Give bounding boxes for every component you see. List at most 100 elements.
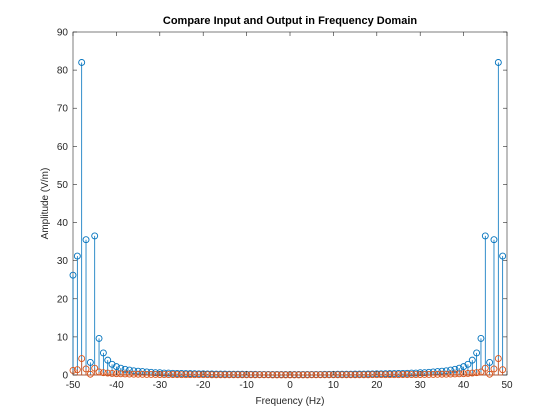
- stem-marker: [221, 371, 229, 379]
- stem-marker: [104, 356, 112, 364]
- stem-marker: [421, 371, 428, 378]
- stem-marker: [173, 371, 181, 379]
- stem-marker: [234, 371, 242, 379]
- stem-marker: [486, 358, 494, 366]
- stem-marker: [282, 371, 290, 379]
- stem-marker: [455, 370, 463, 378]
- x-tick-label: -30: [153, 380, 168, 391]
- stem-marker: [138, 370, 146, 378]
- stem-marker: [312, 371, 320, 379]
- stem-marker: [204, 371, 211, 379]
- stem-marker: [451, 365, 459, 373]
- stem-marker: [186, 371, 194, 379]
- stem-marker: [130, 370, 138, 378]
- y-tick-label: 10: [57, 332, 69, 343]
- stem-marker: [238, 371, 246, 379]
- stem-marker: [442, 367, 450, 375]
- stem-marker: [273, 371, 281, 379]
- stem-marker: [95, 368, 103, 376]
- stem-marker: [69, 271, 77, 279]
- stem-marker: [477, 334, 485, 342]
- stem-marker: [143, 370, 151, 378]
- y-tick-label: 50: [57, 180, 69, 191]
- x-tick-label: 30: [415, 380, 427, 391]
- stem-marker: [99, 349, 107, 357]
- stem-marker: [447, 366, 455, 374]
- y-tick-label: 30: [57, 256, 69, 267]
- stem-marker: [121, 370, 129, 378]
- stem-marker: [364, 371, 372, 379]
- stem-marker: [212, 371, 220, 379]
- stem-marker: [464, 360, 472, 368]
- stem-marker: [355, 371, 363, 379]
- stem-marker: [403, 371, 411, 379]
- stem-marker: [217, 371, 225, 379]
- x-tick-label: 10: [328, 380, 340, 391]
- series-output: [69, 355, 507, 379]
- stem-marker: [390, 371, 398, 379]
- stem-marker: [464, 370, 472, 377]
- stem-marker: [256, 371, 264, 379]
- stem-marker: [247, 371, 255, 379]
- stem-marker: [82, 365, 90, 373]
- stem-marker: [342, 371, 350, 379]
- y-tick-label: 90: [57, 28, 69, 39]
- stem-marker: [321, 371, 329, 379]
- stem-marker: [325, 371, 333, 379]
- x-tick-label: 50: [501, 380, 513, 391]
- y-tick-label: 80: [57, 66, 69, 77]
- stem-marker: [269, 371, 277, 379]
- stem-marker: [429, 370, 437, 378]
- stem-marker: [360, 371, 368, 379]
- chart-title: Compare Input and Output in Frequency Do…: [163, 15, 418, 27]
- stem-marker: [95, 334, 103, 342]
- stem-marker: [338, 371, 346, 379]
- series-layer: [69, 59, 507, 379]
- stem-marker: [191, 371, 198, 379]
- stem-marker: [425, 370, 433, 378]
- stem-marker: [230, 371, 238, 379]
- stem-marker: [125, 366, 133, 374]
- ticks-layer: -50 -40 -30 -20 -10 0 10 20 30 40 50 0 10 20 30 40 50 60 7…: [57, 28, 513, 392]
- stem-marker: [195, 371, 203, 379]
- stem-marker: [447, 370, 455, 378]
- stem-marker: [82, 236, 90, 244]
- stem-marker: [395, 371, 402, 379]
- stem-marker: [112, 363, 120, 371]
- stem-marker: [299, 371, 307, 379]
- stem-marker: [169, 371, 177, 379]
- stem-marker: [412, 371, 420, 378]
- stem-marker: [264, 371, 272, 379]
- stem-marker: [121, 365, 129, 373]
- stem-marker: [260, 371, 268, 379]
- stem-marker: [152, 369, 159, 377]
- stem-marker: [473, 369, 481, 377]
- stem-marker: [438, 370, 446, 378]
- x-tick-label: 0: [287, 380, 293, 391]
- stem-marker: [130, 367, 138, 375]
- stem-marker: [99, 369, 107, 377]
- stem-marker: [347, 371, 355, 379]
- stem-marker: [451, 370, 459, 378]
- stem-marker: [434, 370, 442, 378]
- stem-marker: [494, 59, 502, 66]
- stem-marker: [369, 371, 376, 379]
- stem-marker: [468, 356, 476, 364]
- stem-marker: [86, 358, 94, 366]
- stem-marker: [460, 363, 468, 371]
- stem-marker: [112, 370, 120, 378]
- x-tick-label: -40: [109, 380, 124, 391]
- stem-marker: [125, 370, 133, 378]
- stem-marker: [382, 371, 389, 379]
- x-axis-label: Frequency (Hz): [256, 396, 325, 407]
- stem-marker: [473, 349, 481, 357]
- stem-marker: [334, 371, 342, 379]
- stem-marker: [160, 371, 168, 378]
- stem-marker: [91, 364, 99, 372]
- y-tick-label: 70: [57, 104, 69, 115]
- stem-marker: [421, 369, 428, 377]
- stem-marker: [316, 371, 324, 379]
- stem-marker: [165, 371, 172, 379]
- stem-marker: [303, 371, 311, 379]
